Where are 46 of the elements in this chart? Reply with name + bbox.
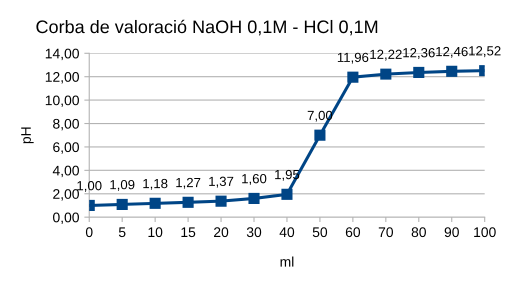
x-tick-label: 10: [148, 227, 162, 238]
y-tick-label: 10,00: [46, 95, 79, 107]
x-tick-label: 70: [378, 227, 394, 238]
y-tick-label: 6,00: [53, 142, 79, 154]
y-tick-label: 12,00: [46, 72, 79, 84]
data-label: 12,36: [403, 48, 435, 59]
point: [150, 198, 161, 209]
data-label: 1,60: [242, 174, 266, 185]
data-label: 1,18: [143, 178, 168, 190]
point: [215, 196, 227, 207]
chart-title: Corba de valoració NaOH 0,1M - HCl 0,1M: [36, 20, 378, 36]
data-label: 12,46: [436, 46, 468, 58]
y-tick-label: 0,00: [53, 212, 79, 224]
y-axis-title: pH: [21, 127, 34, 144]
point: [347, 72, 358, 83]
x-tick-label: 30: [246, 227, 262, 238]
point: [380, 68, 392, 80]
data-label: 12,52: [469, 46, 501, 58]
x-tick-label: 60: [346, 227, 360, 238]
x-tick-label: 0: [86, 227, 93, 238]
x-tick-label: 50: [312, 227, 328, 238]
y-tick-label: 8,00: [53, 118, 79, 130]
y-tick-label: 2,00: [53, 189, 79, 201]
y-tick-label: 4,00: [52, 166, 79, 178]
data-label: 12,22: [370, 50, 402, 61]
point: [182, 196, 194, 208]
x-tick-label: 40: [280, 227, 294, 238]
data-label: 11,96: [338, 52, 368, 64]
x-tick-label: 100: [474, 227, 496, 238]
x-tick-label: 90: [444, 227, 459, 238]
x-tick-label: 20: [214, 227, 228, 238]
point: [446, 66, 458, 77]
y-tick-label: 14,00: [46, 48, 79, 60]
point: [281, 188, 293, 200]
data-label: 1,37: [209, 176, 234, 188]
point: [116, 198, 128, 210]
data-label: 1,27: [176, 178, 200, 189]
point: [314, 130, 326, 141]
x-tick-label: 80: [412, 227, 426, 238]
point: [248, 192, 260, 204]
data-label: 1,00: [77, 181, 102, 192]
data-label: 1,09: [110, 180, 134, 191]
x-tick-label: 15: [181, 227, 196, 238]
x-axis-title: ml: [280, 256, 294, 267]
x-tick-label: 5: [118, 227, 126, 238]
point: [413, 66, 424, 78]
